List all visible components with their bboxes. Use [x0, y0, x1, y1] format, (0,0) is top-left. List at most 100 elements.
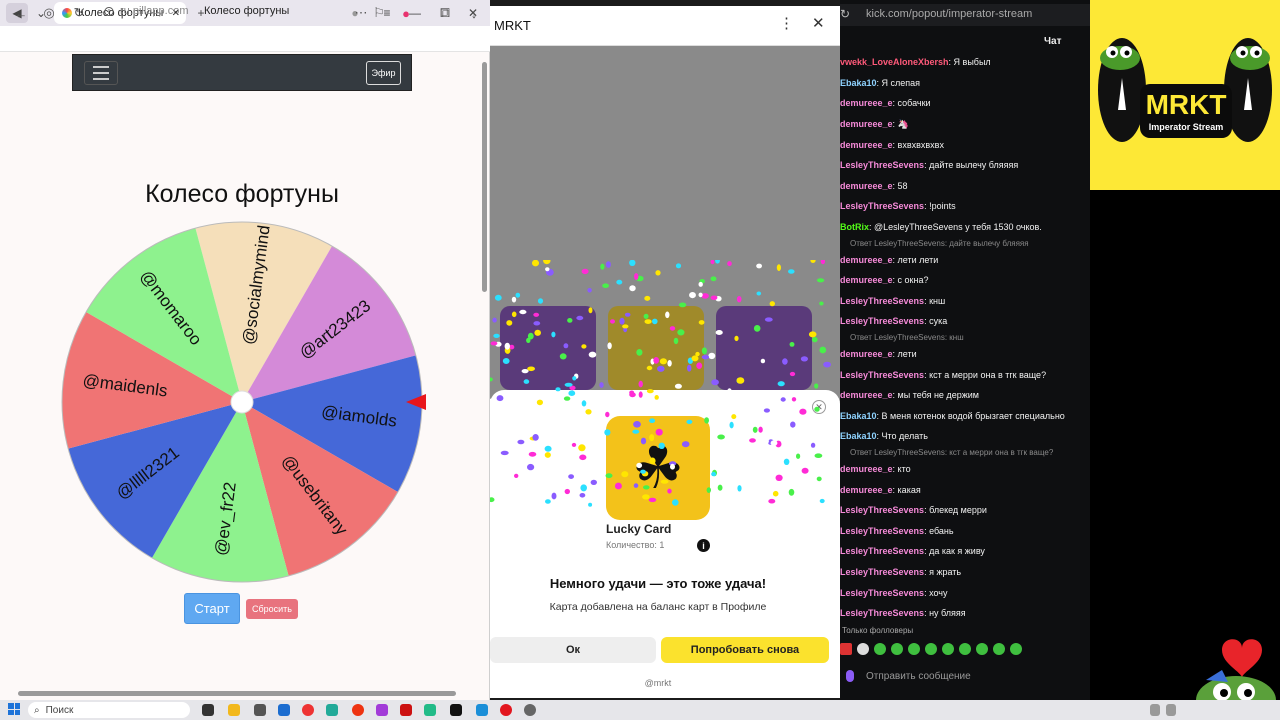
- chat-message[interactable]: LesleyThreeSevens: кст а мерри она в тгк…: [840, 364, 1090, 385]
- kick-reload-icon[interactable]: ↻: [840, 7, 851, 21]
- emote-icon[interactable]: [908, 643, 920, 655]
- chat-list[interactable]: vwekk_LoveAloneXbersh: Я выбыл Ebaka10: Я…: [840, 52, 1090, 622]
- maximize-icon[interactable]: ☐: [439, 6, 451, 20]
- telegram-icon[interactable]: [476, 704, 488, 716]
- emote-icon[interactable]: [857, 643, 869, 655]
- chat-username[interactable]: demureee_e: [840, 275, 893, 286]
- chat-username[interactable]: LesleyThreeSevens: [840, 369, 925, 380]
- chat-username[interactable]: LesleyThreeSevens: [840, 525, 925, 536]
- reset-button[interactable]: Сбросить: [246, 599, 298, 619]
- chat-message[interactable]: demureee_e: кто: [840, 459, 1090, 480]
- taskbar-search[interactable]: ⌕ Поиск: [28, 702, 190, 718]
- minimize-icon[interactable]: —: [409, 6, 421, 20]
- emote-icon[interactable]: [840, 643, 852, 655]
- new-tab-icon[interactable]: +: [197, 6, 205, 20]
- chat-message[interactable]: demureee_e: мы тебя не держим: [840, 385, 1090, 406]
- app-icon[interactable]: [326, 704, 338, 716]
- tab-wheel[interactable]: Колесо фортуны ✕: [54, 2, 186, 24]
- extensions-icon[interactable]: ⧉: [440, 5, 450, 20]
- chat-message[interactable]: demureee_e: вхвхвхвхвх: [840, 134, 1090, 155]
- tab-list-chevron-icon[interactable]: ⌄: [35, 6, 47, 20]
- app-icon[interactable]: [524, 704, 536, 716]
- fortune-wheel[interactable]: @socialmymind @art23423@iamolds@usebritan…: [60, 220, 430, 586]
- chat-username[interactable]: Ebaka10: [840, 410, 877, 421]
- chat-message[interactable]: LesleyThreeSevens: сука: [840, 311, 1090, 332]
- chat-username[interactable]: demureee_e: [840, 119, 893, 130]
- chat-username[interactable]: vwekk_LoveAloneXbersh: [840, 57, 949, 68]
- alice-icon[interactable]: ●: [402, 5, 410, 21]
- emote-icon[interactable]: [976, 643, 988, 655]
- home-icon[interactable]: ◎: [43, 5, 55, 20]
- chat-username[interactable]: demureee_e: [840, 349, 893, 360]
- network-icon[interactable]: [1150, 704, 1160, 716]
- chat-username[interactable]: demureee_e: [840, 484, 893, 495]
- chat-username[interactable]: LesleyThreeSevens: [840, 201, 925, 212]
- chat-username[interactable]: demureee_e: [840, 180, 893, 191]
- card-thumb[interactable]: [716, 306, 812, 390]
- chrome-icon[interactable]: [302, 704, 314, 716]
- chat-message[interactable]: Ebaka10: Я слепая: [840, 73, 1090, 94]
- chat-message[interactable]: demureee_e: лети лети: [840, 249, 1090, 270]
- app-icon[interactable]: [278, 704, 290, 716]
- task-view-icon[interactable]: [202, 704, 214, 716]
- chat-username[interactable]: LesleyThreeSevens: [840, 587, 925, 598]
- sheet-close-icon[interactable]: ✕: [812, 400, 826, 414]
- emote-icon[interactable]: [874, 643, 886, 655]
- emote-icon[interactable]: [891, 643, 903, 655]
- chat-message[interactable]: vwekk_LoveAloneXbersh: Я выбыл: [840, 52, 1090, 73]
- opera-icon[interactable]: [352, 704, 364, 716]
- app-icon[interactable]: [450, 704, 462, 716]
- chat-message[interactable]: LesleyThreeSevens: дайте вылечу бляяяя: [840, 155, 1090, 176]
- chat-message[interactable]: Ebaka10: В меня котенок водой брызгает с…: [840, 406, 1090, 427]
- hamburger-menu-icon[interactable]: [84, 61, 118, 85]
- info-icon[interactable]: i: [697, 539, 710, 552]
- chat-username[interactable]: demureee_e: [840, 98, 893, 109]
- emote-icon[interactable]: [1010, 643, 1022, 655]
- sound-icon[interactable]: ◀: [6, 3, 28, 23]
- download-icon[interactable]: ↓: [470, 5, 478, 21]
- emote-icon[interactable]: [959, 643, 971, 655]
- chat-input[interactable]: Отправить сообщение: [846, 667, 1090, 685]
- back-icon[interactable]: ←: [14, 5, 28, 21]
- chat-message[interactable]: BotRix: @LesleyThreeSevens у тебя 1530 о…: [840, 217, 1090, 238]
- chat-username[interactable]: LesleyThreeSevens: [840, 566, 925, 577]
- emote-bar[interactable]: [840, 640, 1090, 658]
- start-button[interactable]: Старт: [184, 593, 240, 624]
- chat-message[interactable]: LesleyThreeSevens: !points: [840, 196, 1090, 217]
- chat-message[interactable]: demureee_e: 58: [840, 176, 1090, 197]
- horizontal-scrollbar[interactable]: [18, 691, 456, 696]
- chat-message[interactable]: demureee_e: лети: [840, 344, 1090, 365]
- chat-username[interactable]: demureee_e: [840, 463, 893, 474]
- chat-message[interactable]: LesleyThreeSevens: я жрать: [840, 562, 1090, 583]
- chat-message[interactable]: LesleyThreeSevens: хочу: [840, 582, 1090, 603]
- downloads-menu-icon[interactable]: ≡: [383, 6, 391, 20]
- mrkt-close-icon[interactable]: ✕: [812, 15, 825, 32]
- chat-message[interactable]: demureee_e: собачки: [840, 93, 1090, 114]
- chat-message[interactable]: LesleyThreeSevens: блекед мерри: [840, 500, 1090, 521]
- close-window-icon[interactable]: ✕: [467, 6, 479, 20]
- yandex-browser-icon[interactable]: [500, 704, 512, 716]
- chat-username[interactable]: LesleyThreeSevens: [840, 316, 925, 327]
- profile-icon[interactable]: ●: [351, 6, 359, 20]
- more-icon[interactable]: ⋯: [354, 5, 368, 20]
- app-icon[interactable]: [254, 704, 266, 716]
- windows-start-icon[interactable]: [8, 703, 20, 715]
- chat-username[interactable]: Ebaka10: [840, 431, 877, 442]
- chat-message[interactable]: demureee_e: какая: [840, 479, 1090, 500]
- chat-message[interactable]: Ebaka10: Что делать: [840, 426, 1090, 447]
- reload-icon[interactable]: ↻: [73, 5, 85, 20]
- chat-username[interactable]: LesleyThreeSevens: [840, 546, 925, 557]
- chat-username[interactable]: demureee_e: [840, 390, 893, 401]
- file-explorer-icon[interactable]: [228, 704, 240, 716]
- kick-url-field[interactable]: kick.com/popout/imperator-stream: [866, 8, 1033, 20]
- microphone-icon[interactable]: [846, 670, 854, 682]
- chat-message[interactable]: LesleyThreeSevens: да как я живу: [840, 541, 1090, 562]
- chat-username[interactable]: LesleyThreeSevens: [840, 608, 925, 619]
- try-again-button[interactable]: Попробовать снова: [661, 637, 829, 663]
- emote-icon[interactable]: [942, 643, 954, 655]
- chat-message[interactable]: LesleyThreeSevens: ебань: [840, 520, 1090, 541]
- chat-message[interactable]: LesleyThreeSevens: ну бляяя: [840, 603, 1090, 622]
- kebab-menu-icon[interactable]: ⋮: [779, 15, 794, 32]
- chat-message[interactable]: LesleyThreeSevens: кнш: [840, 291, 1090, 312]
- chat-username[interactable]: LesleyThreeSevens: [840, 505, 925, 516]
